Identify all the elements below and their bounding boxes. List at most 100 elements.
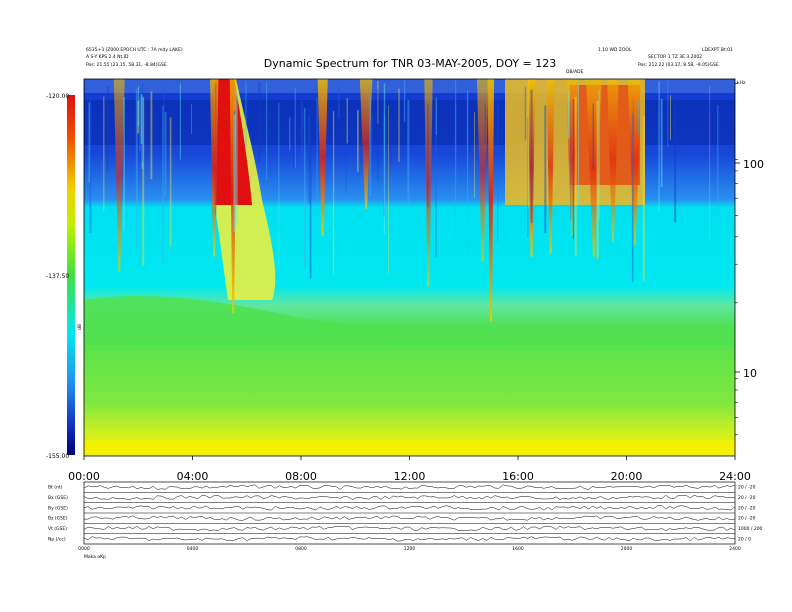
texture-streak xyxy=(398,88,400,162)
texture-streak xyxy=(137,100,140,134)
texture-streak xyxy=(383,114,386,217)
texture-streak xyxy=(667,80,669,147)
colorbar-tick-top: -120.00 xyxy=(46,93,69,100)
texture-streak xyxy=(455,79,457,238)
texture-streak xyxy=(266,81,268,180)
panel-label: Bz (GSE) xyxy=(48,516,68,522)
texture-streak xyxy=(717,105,719,213)
texture-streak xyxy=(235,91,238,225)
texture-streak xyxy=(578,84,579,206)
panel-right-scale: 20 / -20 xyxy=(738,516,756,522)
texture-streak xyxy=(294,87,296,168)
colorbar xyxy=(67,95,75,455)
texture-streak xyxy=(141,96,144,169)
burst-4 xyxy=(359,79,373,209)
x-tick-label: 24:00 xyxy=(719,470,751,483)
panel-x-tick-label: 2400 xyxy=(729,546,741,552)
burst-11 xyxy=(586,79,602,257)
texture-streak xyxy=(163,81,165,157)
texture-streak xyxy=(544,105,547,234)
header-left-line3: Pos: 21.55 (23.15, 58.31, -8.84)GSE xyxy=(86,63,167,68)
burst-7 xyxy=(487,79,495,322)
panel-x-tick-label: 0000 xyxy=(78,546,90,552)
texture-streak xyxy=(142,97,145,266)
header-left-line2: A S-Y KPS 2.4 Nt.ID xyxy=(86,55,129,60)
texture-streak xyxy=(345,92,347,194)
panels-bottom-left: Maka oKp xyxy=(84,554,106,560)
texture-streak xyxy=(140,94,143,144)
panel-label: Vt (GSE) xyxy=(48,526,67,532)
panel-trace xyxy=(83,525,736,532)
green-boundary xyxy=(84,296,735,345)
burst-2 xyxy=(229,79,237,314)
burst-9 xyxy=(546,79,555,254)
panel-trace xyxy=(83,505,736,511)
texture-streak xyxy=(403,79,406,122)
texture-streak xyxy=(709,85,711,239)
texture-streak xyxy=(642,116,645,282)
texture-streak xyxy=(289,117,291,151)
texture-streak xyxy=(435,97,437,135)
panel-right-scale: 20 / -20 xyxy=(738,485,756,491)
texture-streak xyxy=(383,83,386,235)
header-right-line1: 1.10 WD ZOOL xyxy=(598,48,632,53)
upper-right-core xyxy=(570,85,640,185)
y-unit-label: kHz xyxy=(737,80,746,86)
texture-streak xyxy=(427,103,429,208)
header-right-corner: LDEXPT Bt:01 xyxy=(702,48,733,53)
panel-right-scale: 20 / -20 xyxy=(738,505,756,511)
x-tick-label: 08:00 xyxy=(285,470,317,483)
texture-streak xyxy=(524,87,527,141)
texture-streak xyxy=(670,95,671,140)
texture-streak xyxy=(245,81,247,146)
burst-6 xyxy=(476,79,489,263)
texture-streak xyxy=(527,79,529,209)
texture-streak xyxy=(233,114,236,233)
bottom-yellow-strip xyxy=(84,440,735,456)
texture-streak xyxy=(308,108,310,171)
y-tick-label-10: 10 xyxy=(743,367,757,380)
texture-streak xyxy=(103,96,105,211)
panel-x-tick-label: 0400 xyxy=(187,546,199,552)
panel-right-scale: 20 / 0 xyxy=(738,536,751,542)
y-axis: 100 10 kHz xyxy=(735,80,764,436)
texture-streak xyxy=(179,83,181,160)
texture-streak xyxy=(382,103,384,135)
texture-streak xyxy=(357,110,359,172)
burst-12 xyxy=(607,79,619,242)
texture-streak xyxy=(308,114,310,204)
texture-streak xyxy=(337,84,340,119)
header-right-line3: Pos: 212.22 (03.17, 8.58, -9.05)GSE xyxy=(638,63,719,68)
texture-streak xyxy=(135,88,138,249)
panel-trace xyxy=(83,536,736,542)
texture-streak xyxy=(474,112,475,198)
texture-streak xyxy=(631,112,634,283)
texture-streak xyxy=(388,105,389,275)
spectrogram xyxy=(84,79,735,456)
texture-streak xyxy=(574,97,577,257)
x-tick-label: 04:00 xyxy=(177,470,209,483)
texture-streak xyxy=(233,85,235,232)
texture-streak xyxy=(258,82,261,163)
x-tick-label: 20:00 xyxy=(611,470,643,483)
panel-trace xyxy=(84,515,736,521)
burst-13 xyxy=(627,79,642,245)
panel-x-tick-label: 0800 xyxy=(295,546,307,552)
texture-streak xyxy=(598,90,600,220)
burst-0 xyxy=(113,79,125,272)
panel-trace xyxy=(83,494,736,500)
texture-streak xyxy=(140,84,142,144)
texture-streak xyxy=(316,97,318,232)
burst-streaks xyxy=(113,79,642,322)
texture-streak xyxy=(346,98,348,144)
texture-streak xyxy=(660,98,663,188)
fine-streaks xyxy=(88,79,719,283)
burst-3 xyxy=(317,79,328,236)
texture-streak xyxy=(377,80,379,124)
texture-streak xyxy=(596,100,599,259)
texture-streak xyxy=(88,102,90,183)
x-tick-label: 00:00 xyxy=(68,470,100,483)
header-left-line1: 6535+3 (Z000 EPOCH UTC : 7A mdy LAKE) xyxy=(86,48,183,53)
panel-x-tick-label: 1600 xyxy=(512,546,524,552)
texture-streak xyxy=(567,89,570,139)
